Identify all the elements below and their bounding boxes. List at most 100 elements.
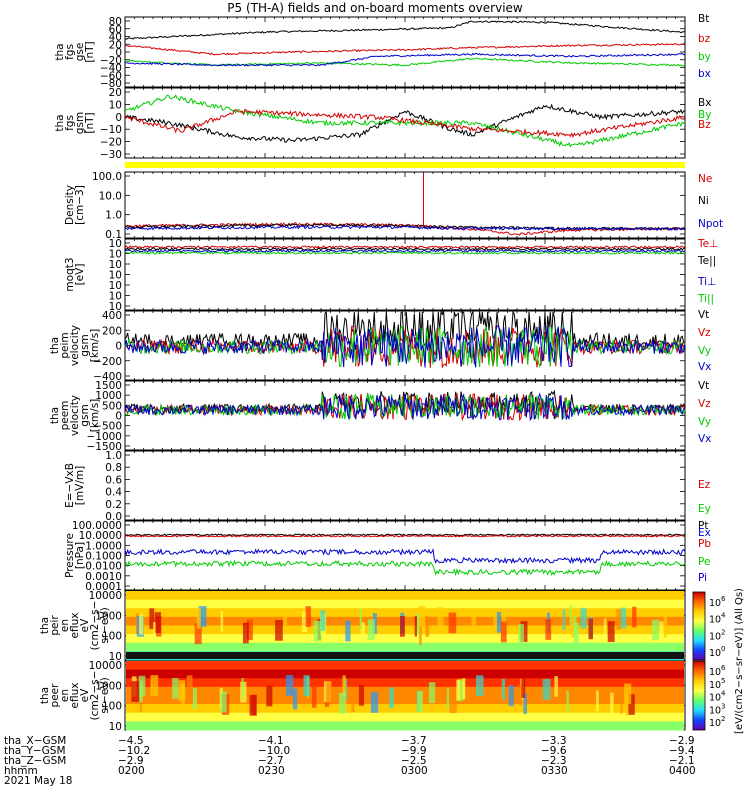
spectrogram-streak <box>588 618 594 640</box>
spectrogram-band <box>126 704 684 714</box>
spectrogram-streak <box>566 690 569 712</box>
spectrogram-streak <box>249 694 257 716</box>
y-tick-label: 200 <box>102 325 122 337</box>
spectrogram-streak <box>493 609 498 631</box>
y-axis-label: peir <box>49 615 61 636</box>
y-tick-label: 1.0 <box>105 210 122 222</box>
y-axis-label: Density <box>64 185 76 225</box>
spectrogram-streak <box>620 693 623 714</box>
x-label-row-4: hhmm <box>4 765 38 777</box>
spectrogram-streak <box>569 605 572 626</box>
y-axis-label: tha <box>39 617 51 634</box>
spectrogram-streak <box>554 676 558 697</box>
spectrogram-streak <box>562 609 566 631</box>
series-line-by <box>124 57 686 67</box>
x-value: 0330 <box>541 765 568 777</box>
spectrogram-streak <box>301 611 308 633</box>
y-tick-label: 0.2 <box>105 499 122 511</box>
y-axis-label: gse <box>74 43 86 62</box>
legend-label: Ey <box>698 503 711 515</box>
legend-label: bz <box>698 33 711 45</box>
legend-label: Bz <box>698 119 711 131</box>
spectrogram-streak <box>305 606 311 627</box>
colorbar-tick: 10 <box>709 631 721 642</box>
x-value: −10.0 <box>258 745 291 757</box>
y-axis-label: [km/s] <box>89 399 101 433</box>
legend-label: Ni <box>698 195 709 207</box>
spectrogram-streak <box>186 675 193 696</box>
y-tick-label: 20 <box>109 87 122 99</box>
y-tick-label: −400 <box>93 371 122 383</box>
spectrogram-streak <box>311 686 317 708</box>
series-line-Te⊥ <box>124 245 686 249</box>
x-value: −4.1 <box>258 735 284 747</box>
y-axis-label: (cm2−s− <box>89 601 101 651</box>
legend-label: Vy <box>698 416 711 428</box>
spectrogram-band <box>126 695 684 705</box>
spectrogram-streak <box>194 623 202 645</box>
spectrogram-band <box>126 591 684 601</box>
legend-label: Te⊥ <box>697 238 718 250</box>
spectrogram-streak <box>196 607 201 629</box>
colorbar-tick: 10 <box>709 705 721 716</box>
spectrogram-streak <box>508 685 514 707</box>
spectrogram-band <box>126 642 684 652</box>
x-value: −2.9 <box>669 735 695 747</box>
series-line-Npot <box>124 225 686 232</box>
legend-label: Ti|| <box>697 293 714 305</box>
y-tick-label: 0.8 <box>105 462 122 474</box>
colorbar-tick: 10 <box>709 718 721 729</box>
legend-label: Ne <box>698 173 712 185</box>
spectrogram-streak <box>419 624 422 646</box>
spectrogram-streak <box>358 684 365 706</box>
spectrogram-band <box>126 678 684 688</box>
y-axis-label: en <box>59 689 71 702</box>
spectrogram-streak <box>416 613 420 635</box>
legend-label: Ti⊥ <box>697 276 716 288</box>
spectrogram-streak <box>418 605 426 627</box>
y-axis-label: sr−eV) <box>99 677 111 713</box>
y-axis-label: peer <box>49 683 61 708</box>
x-value: −3.3 <box>541 735 567 747</box>
spectrogram-streak <box>520 621 528 642</box>
y-axis-label: tha <box>54 114 66 131</box>
y-axis-label: fgs <box>64 44 76 60</box>
y-tick-label: −30 <box>100 149 122 161</box>
legend-label: Pt <box>698 520 708 532</box>
y-axis-label: gsm <box>74 112 86 134</box>
spectrogram-streak <box>303 675 310 696</box>
spectrogram-streak <box>342 675 346 697</box>
x-value: 0300 <box>401 765 428 777</box>
spectrogram-streak <box>320 610 326 631</box>
colorbar-exponent: 4 <box>721 612 726 620</box>
colorbar-exponent: 6 <box>721 664 726 672</box>
y-tick-label: 10 <box>109 238 122 250</box>
spectrogram-streak <box>275 620 283 641</box>
spectrogram-streak <box>580 607 587 629</box>
spectrogram-streak <box>571 616 575 638</box>
spectrogram-streak <box>138 613 144 635</box>
x-value: −4.5 <box>118 735 144 747</box>
y-tick-label: 0.4 <box>105 487 122 499</box>
x-label-row-3: tha_Z−GSM <box>4 755 67 767</box>
spectrogram-streak <box>389 687 394 709</box>
spectrogram-streak <box>446 688 450 710</box>
y-tick-label: 0.1 <box>105 229 122 241</box>
colorbar-tick: 10 <box>709 598 721 609</box>
x-date-label: 2021 May 18 <box>4 775 73 787</box>
colorbar-exponent: 2 <box>721 628 725 636</box>
y-tick-label: 1000 <box>95 390 122 402</box>
spectrogram-streak <box>370 692 379 713</box>
legend-label: Bt <box>698 13 709 25</box>
spectrogram-streak <box>523 693 527 714</box>
colorbar-exponent: 4 <box>721 690 726 698</box>
y-axis-label: [nPa] <box>74 542 86 569</box>
spectrogram-streak <box>632 606 637 628</box>
y-tick-label: 0 <box>115 341 122 353</box>
spectrogram-streak <box>360 622 366 644</box>
legend-label: Pb <box>698 538 711 550</box>
y-tick-label: 10.0000 <box>79 530 122 542</box>
spectrogram-streak <box>367 619 375 640</box>
colorbar <box>692 591 706 661</box>
spectrogram-streak <box>437 607 444 628</box>
